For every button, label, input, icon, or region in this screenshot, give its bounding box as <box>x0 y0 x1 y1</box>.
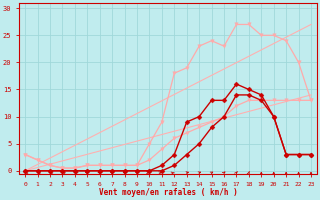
X-axis label: Vent moyen/en rafales ( km/h ): Vent moyen/en rafales ( km/h ) <box>99 188 237 197</box>
